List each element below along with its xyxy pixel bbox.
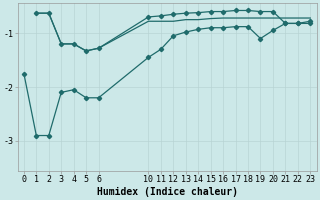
X-axis label: Humidex (Indice chaleur): Humidex (Indice chaleur) <box>97 186 237 197</box>
